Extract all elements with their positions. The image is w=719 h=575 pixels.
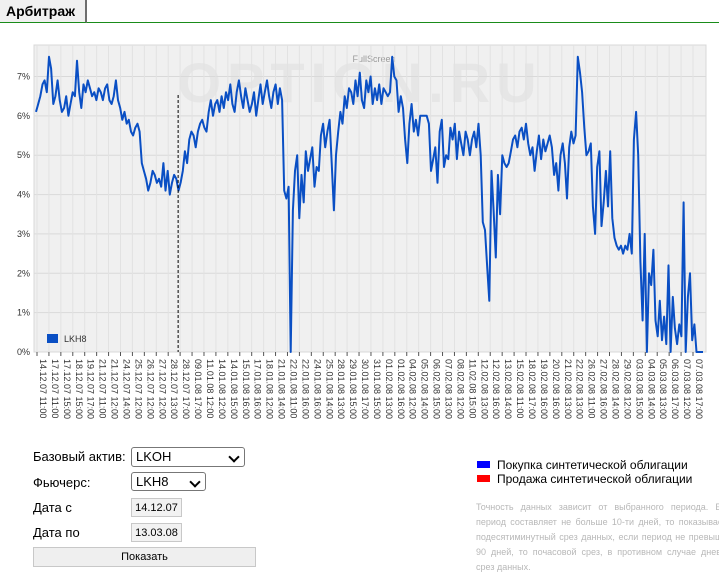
legend-buy-label: Покупка синтетической облигации <box>497 458 688 472</box>
base-asset-label: Базовый актив: <box>33 449 126 464</box>
x-tick-label: 13.02.08 14:00 <box>503 359 513 419</box>
x-tick-label: 01.02.08 16:00 <box>396 359 406 419</box>
x-tick-label: 31.01.08 15:00 <box>372 359 382 419</box>
x-tick-label: 14.01.08 15:00 <box>229 359 239 419</box>
x-tick-label: 22.01.08 16:00 <box>300 359 310 419</box>
x-tick-label: 11.01.08 12:00 <box>205 359 215 418</box>
x-tick-label: 06.03.08 17:00 <box>670 359 680 419</box>
x-tick-label: 25.12.07 12:00 <box>133 359 143 419</box>
x-tick-label: 25.01.08 14:00 <box>324 359 334 419</box>
x-tick-label: 24.01.08 16:00 <box>312 359 322 419</box>
x-tick-label: 15.01.08 16:00 <box>241 359 251 419</box>
x-tick-label: 28.01.08 13:00 <box>336 359 346 419</box>
show-button[interactable]: Показать <box>33 547 256 567</box>
x-tick-label: 04.02.08 12:00 <box>408 359 418 419</box>
date-from-input[interactable]: 14.12.07 <box>131 498 182 517</box>
x-tick-label: 20.02.08 16:00 <box>551 359 561 419</box>
x-tick-label: 07.02.08 13:00 <box>444 359 454 419</box>
arbitrage-chart: OPTION.RU FullScreen 0% 1% 2% 3% 4% 5% 6% 7% 14… <box>0 40 719 440</box>
x-tick-label: 24.12.07 14:00 <box>121 359 131 419</box>
futures-value: LKH8 <box>136 474 169 489</box>
legend-sell-label: Продажа синтетической облигации <box>497 472 693 486</box>
x-tick-label: 21.12.07 12:00 <box>110 359 120 419</box>
x-tick-label: 03.03.08 15:00 <box>634 359 644 419</box>
x-tick-label: 18.01.08 12:00 <box>265 359 275 419</box>
legend-buy: Покупка синтетической облигации <box>477 458 688 472</box>
chevron-down-icon <box>228 451 240 463</box>
x-tick-label: 27.02.08 16:00 <box>599 359 609 419</box>
x-tick-label: 29.02.08 12:00 <box>622 359 632 419</box>
precision-note: Точность данных зависит от выбранного пе… <box>476 502 719 572</box>
x-tick-label: 12.02.08 13:00 <box>479 359 489 419</box>
x-tick-label: 27.12.07 12:00 <box>157 359 167 419</box>
chart-svg: OPTION.RU FullScreen 0% 1% 2% 3% 4% 5% 6% 7% 14… <box>17 44 707 419</box>
x-tick-label: 30.01.08 17:00 <box>360 359 370 419</box>
chevron-down-icon <box>189 476 201 488</box>
x-tick-label: 09.01.08 17:00 <box>193 359 203 419</box>
fullscreen-link[interactable]: FullScreen <box>352 54 395 64</box>
x-tick-label: 07.03.08 17:00 <box>694 359 704 419</box>
x-tick-label: 22.01.08 11:00 <box>288 359 298 418</box>
x-tick-label: 04.03.08 14:00 <box>646 359 656 419</box>
x-tick-label: 17.12.07 15:00 <box>62 359 72 419</box>
legend-label-lkh8: LKH8 <box>64 334 87 344</box>
y-tick-label: 5% <box>17 150 30 160</box>
futures-select[interactable]: LKH8 <box>131 472 206 491</box>
x-tick-label: 17.12.07 11:00 <box>50 359 60 418</box>
y-tick-label: 0% <box>17 347 30 357</box>
x-tick-label: 22.02.08 13:00 <box>575 359 585 419</box>
date-from-label: Дата с <box>33 500 72 515</box>
x-tick-label: 01.02.08 13:00 <box>384 359 394 419</box>
x-tick-label: 05.02.08 14:00 <box>420 359 430 419</box>
x-tick-label: 11.02.08 15:00 <box>467 359 477 418</box>
x-tick-label: 28.12.07 17:00 <box>181 359 191 419</box>
legend-sell: Продажа синтетической облигации <box>477 472 692 486</box>
y-tick-label: 4% <box>17 190 30 200</box>
x-tick-label: 21.01.08 14:00 <box>277 359 287 419</box>
x-tick-label: 15.02.08 11:00 <box>515 359 525 418</box>
x-tick-label: 29.01.08 15:00 <box>348 359 358 419</box>
x-tick-label: 18.12.07 15:00 <box>74 359 84 419</box>
legend-buy-swatch <box>477 461 490 468</box>
date-to-input[interactable]: 13.03.08 <box>131 523 182 542</box>
x-tick-label: 28.02.08 14:00 <box>611 359 621 419</box>
x-tick-label: 19.12.07 17:00 <box>86 359 96 419</box>
y-tick-label: 2% <box>17 268 30 278</box>
y-tick-label: 3% <box>17 229 30 239</box>
legend-sell-swatch <box>477 475 490 482</box>
date-to-label: Дата по <box>33 525 80 540</box>
tab-bar: Арбитраж <box>0 0 719 23</box>
x-tick-label: 18.02.08 17:00 <box>527 359 537 419</box>
x-tick-label: 14.01.08 12:00 <box>217 359 227 419</box>
futures-label: Фьючерс: <box>33 475 91 490</box>
x-tick-label: 05.03.08 13:00 <box>658 359 668 419</box>
legend-swatch-lkh8 <box>47 334 58 343</box>
x-tick-label: 28.12.07 13:00 <box>169 359 179 419</box>
chart-watermark: OPTION.RU <box>177 51 542 114</box>
x-tick-label: 21.12.07 11:00 <box>98 359 108 418</box>
x-tick-label: 07.03.08 12:00 <box>682 359 692 419</box>
y-tick-label: 1% <box>17 308 30 318</box>
y-tick-label: 6% <box>17 111 30 121</box>
tab-arbitrage[interactable]: Арбитраж <box>0 0 88 23</box>
series-line-lkh8 <box>35 55 703 353</box>
base-asset-value: LKOH <box>136 449 172 464</box>
x-tick-label: 21.02.08 13:00 <box>563 359 573 419</box>
base-asset-select[interactable]: LKOH <box>131 447 245 467</box>
x-tick-label: 14.12.07 11:00 <box>38 359 48 418</box>
x-tick-label: 12.02.08 16:00 <box>491 359 501 419</box>
x-tick-label: 17.01.08 16:00 <box>253 359 263 419</box>
x-tick-label: 26.12.07 12:00 <box>145 359 155 419</box>
x-tick-label: 26.02.08 11:00 <box>587 359 597 418</box>
x-tick-label: 19.02.08 16:00 <box>539 359 549 419</box>
x-tick-label: 08.02.08 12:00 <box>455 359 465 419</box>
plot-area <box>33 44 707 353</box>
y-tick-label: 7% <box>17 71 30 81</box>
x-tick-label: 06.02.08 15:00 <box>432 359 442 419</box>
